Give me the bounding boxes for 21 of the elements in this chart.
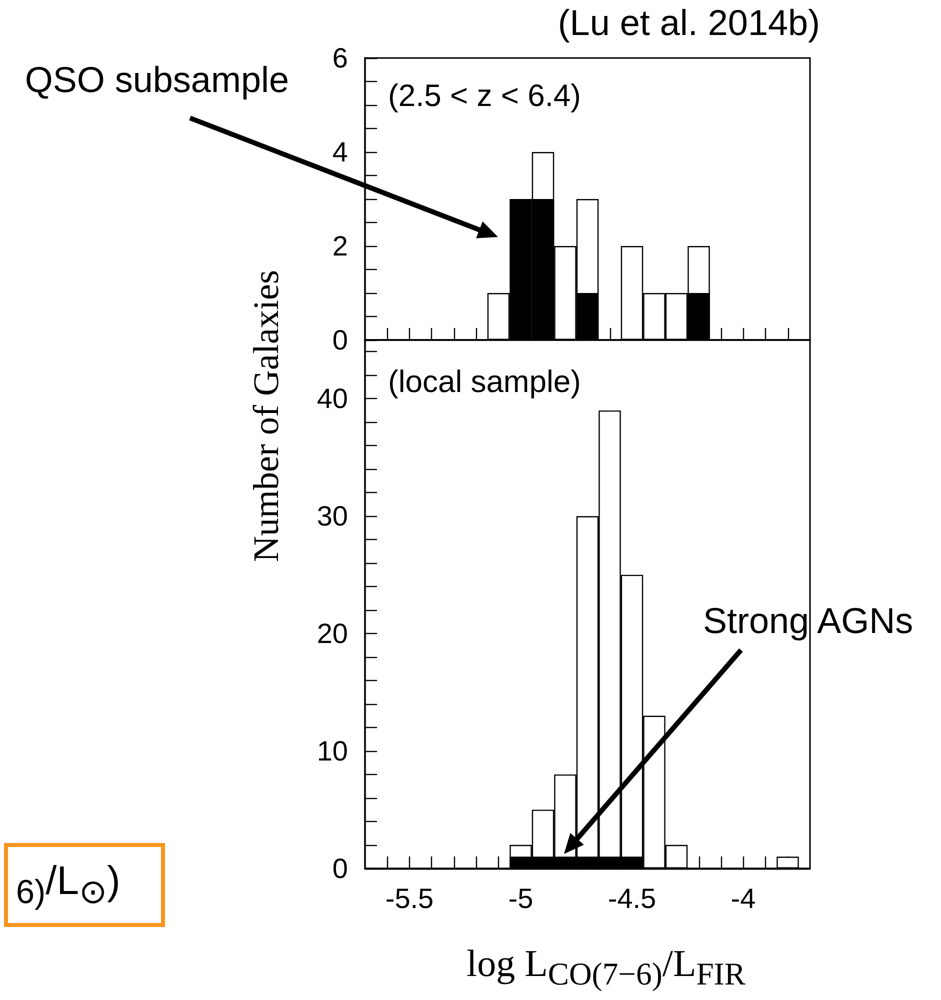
y-tick-label: 30 [316, 500, 348, 532]
y-tick-label: 2 [332, 230, 348, 262]
text: QSO subsample [24, 59, 289, 100]
y-tick-label: 40 [316, 383, 348, 414]
y-tick-label: 6 [332, 42, 348, 74]
y-tick-label: 4 [332, 136, 348, 168]
y-axis-title: Number of Galaxies [246, 270, 286, 562]
x-tick-label: -4.5 [608, 882, 656, 914]
y-tick-label: 20 [316, 618, 348, 650]
y-tick-label: 0 [332, 852, 348, 884]
text: (Lu et al. 2014b) [558, 2, 820, 43]
annotation: Strong AGNs [703, 600, 914, 641]
x-tick-label: -4 [730, 882, 756, 914]
x-tick-label: -5.5 [385, 882, 434, 914]
y-tick-label: 0 [332, 324, 348, 356]
annotation: (local sample) [388, 364, 581, 399]
annotation: (2.5 < z < 6.4) [388, 78, 581, 113]
y-tick-label: 10 [316, 735, 348, 766]
x-tick-label: -5 [508, 882, 534, 914]
x-axis-title: log L$_{CO(7−6)}$/L$_{FIR}$ [466, 943, 746, 992]
text: $_{6)}$/L$_{⊙}$) [4, 843, 165, 928]
